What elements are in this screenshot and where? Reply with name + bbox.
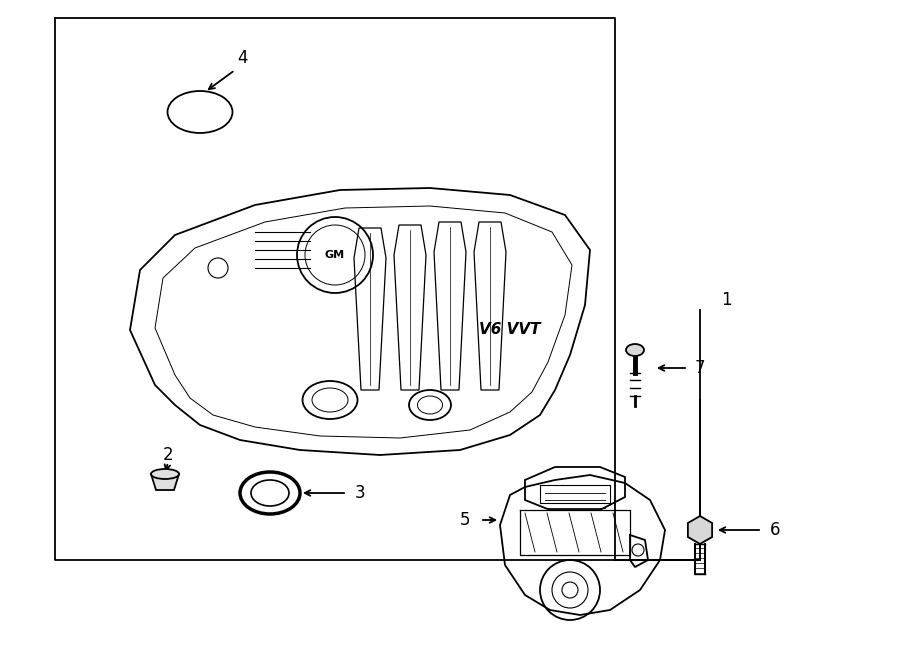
Text: 4: 4 [238, 49, 248, 67]
Ellipse shape [151, 469, 179, 479]
Polygon shape [688, 516, 712, 544]
Text: 5: 5 [460, 511, 470, 529]
Text: 6: 6 [770, 521, 780, 539]
Text: 2: 2 [163, 446, 174, 464]
Text: 1: 1 [721, 291, 732, 309]
Ellipse shape [626, 344, 644, 356]
Text: GM: GM [325, 250, 345, 260]
Polygon shape [151, 474, 179, 490]
Text: V6 VVT: V6 VVT [479, 323, 541, 338]
Text: 3: 3 [355, 484, 365, 502]
Text: 7: 7 [695, 359, 706, 377]
